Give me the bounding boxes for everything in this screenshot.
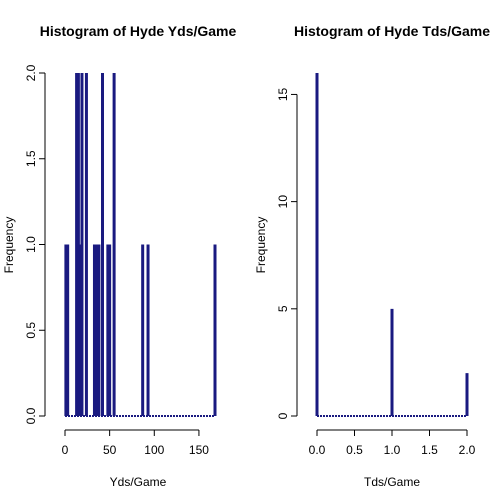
yds-histogram-panel: Histogram of Hyde Yds/Game Yds/Game Freq…: [2, 23, 236, 489]
bar-group: [64, 73, 217, 417]
tds-histogram-panel: Histogram of Hyde Tds/Game Tds/Game Freq…: [254, 23, 490, 489]
x-tick-label: 2.0: [459, 443, 476, 457]
x-axis-label: Yds/Game: [110, 475, 167, 489]
y-axis-label: Frequency: [2, 217, 16, 274]
y-axis: 0.0 0.5 1.0 1.5 2.0: [24, 64, 46, 424]
chart-title: Histogram of Hyde Yds/Game: [40, 23, 237, 39]
y-tick-label: 15: [276, 87, 290, 101]
x-axis: 0 50 100 150: [62, 429, 209, 457]
y-axis: 0 5 10 15: [276, 87, 298, 419]
x-tick-label: 1.0: [384, 443, 401, 457]
x-tick-label: 1.5: [421, 443, 438, 457]
x-tick-label: 50: [103, 443, 117, 457]
bar-group: [315, 73, 469, 417]
x-axis: 0.0 0.5 1.0 1.5 2.0: [309, 429, 476, 457]
y-tick-label: 0: [276, 412, 290, 419]
x-tick-label: 0.5: [346, 443, 363, 457]
x-tick-label: 0.0: [309, 443, 326, 457]
y-tick-label: 5: [276, 305, 290, 312]
y-tick-label: 0.5: [24, 322, 38, 339]
y-tick-label: 1.0: [24, 236, 38, 253]
y-tick-label: 0.0: [24, 407, 38, 424]
y-tick-label: 10: [276, 195, 290, 209]
x-axis-label: Tds/Game: [364, 475, 420, 489]
chart-title: Histogram of Hyde Tds/Game: [294, 23, 490, 39]
x-tick-label: 150: [189, 443, 209, 457]
x-tick-label: 0: [62, 443, 69, 457]
x-tick-label: 100: [144, 443, 164, 457]
y-axis-label: Frequency: [254, 217, 268, 274]
y-tick-label: 1.5: [24, 150, 38, 167]
y-tick-label: 2.0: [24, 64, 38, 81]
